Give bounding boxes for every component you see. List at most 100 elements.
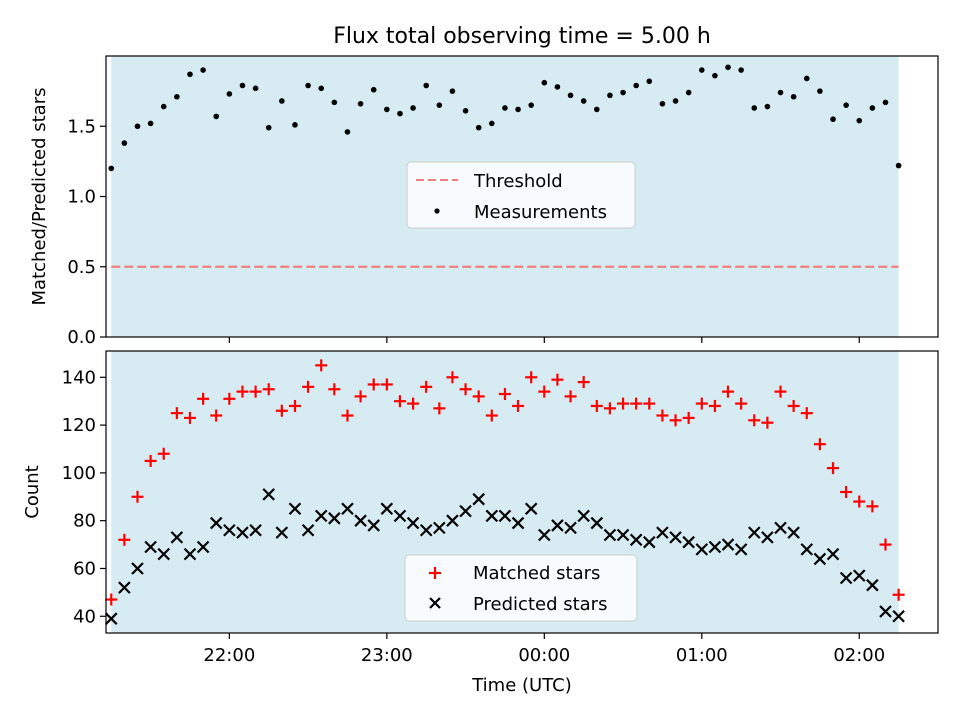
predicted-star-point [314,509,328,523]
y-tick-label: 1.0 [67,187,96,208]
predicted-star-point [524,502,538,516]
predicted-star-point [393,509,407,523]
predicted-star-point [774,521,787,535]
matched-star-point [735,397,748,410]
chart-title: Flux total observing time = 5.00 h [333,24,711,49]
matched-star-point [118,533,131,546]
measurement-point [685,89,692,96]
predicted-star-point [249,523,262,537]
measurement-point [502,105,508,111]
matched-star-point [813,438,826,451]
y-tick-label: 60 [73,558,96,579]
measurement-point [436,102,443,108]
matched-star-point [354,390,367,403]
matched-star-point [800,407,813,420]
top-legend-box [406,161,636,229]
predicted-star-point [183,547,197,561]
matched-star-point [407,397,420,410]
measurement-point [357,100,364,107]
y-tick-label: 1.5 [67,116,96,137]
matched-star-point [498,388,511,401]
predicted-star-point [761,531,774,544]
predicted-star-point [367,519,380,532]
top-axes-frame [105,55,939,338]
measurement-point [567,92,574,99]
predicted-star-point [170,531,184,544]
matched-star-point [748,414,761,427]
x-tick-label: 02:00 [833,645,885,666]
measurement-point [594,106,600,113]
predicted-star-point [301,523,315,537]
matched-star-point [302,380,315,393]
predicted-star-point [196,540,210,554]
measurement-point [830,116,836,123]
predicted-star-point [892,609,905,623]
predicted-star-point [459,504,472,518]
matched-star-point [564,390,577,403]
predicted-star-point [866,578,879,592]
measurement-point [790,93,797,100]
predicted-star-point [406,516,420,530]
matched-star-point [183,411,196,424]
measurement-point [659,100,666,107]
predicted-star-point [104,612,118,625]
y-tick-label: 140 [62,367,96,388]
predicted-star-point [236,526,249,539]
top-y-axis-label: Matched/Predicted stars [29,88,50,306]
predicted-star-point [669,531,682,544]
predicted-star-point [328,512,341,525]
measurement-point [213,113,220,120]
y-tick-label: 40 [73,606,96,627]
measurement-point [764,103,771,110]
measurement-point [803,75,810,82]
predicted-star-point [879,605,892,618]
measurement-point [108,165,115,172]
measurement-point [462,107,469,114]
predicted-star-point [472,492,485,506]
predicted-star-point [813,552,827,566]
matched-star-point [827,462,840,475]
legend-measurements-label: Measurements [474,202,607,223]
matched-star-point [341,409,354,422]
predicted-star-point [354,514,367,527]
matched-star-point [643,397,656,410]
matched-star-point [485,409,498,422]
measurement-point [882,99,889,106]
y-tick-label: 120 [62,415,96,436]
legend-predicted-swatch [429,597,441,609]
measurement-point [541,79,548,86]
measurement-point [226,91,233,97]
predicted-star-point [118,581,131,594]
measurement-point [843,102,849,108]
predicted-star-point [708,540,722,554]
matched-star-point [512,399,525,412]
measurement-points [108,64,902,172]
top-legend: Threshold Measurements [406,161,636,229]
legend-matched-swatch [429,567,441,579]
matched-star-point [144,454,157,467]
measurement-point [449,88,456,94]
matched-star-point [879,538,892,551]
matched-star-point [472,390,485,403]
measurement-point [817,88,823,94]
measurement-point [620,89,626,96]
predicted-star-point [577,509,590,523]
matched-star-point [328,383,341,396]
matched-star-point [551,373,564,386]
predicted-star-point [616,528,630,542]
matched-star-point [275,404,288,417]
measurement-point [554,84,561,90]
predicted-star-point [852,569,866,582]
predicted-star-point [209,516,223,530]
legend-predicted-label: Predicted stars [473,594,607,615]
measurement-point [869,105,876,111]
predicted-star-point [433,521,446,535]
bottom-y-axis-label: Count [22,465,43,518]
matched-star-point [367,378,380,391]
matched-star-point [393,395,406,408]
measurement-point [738,67,744,73]
measurement-point [160,103,167,110]
measurement-point [292,122,298,128]
matched-star-point [525,371,538,384]
measurement-point [475,124,482,131]
